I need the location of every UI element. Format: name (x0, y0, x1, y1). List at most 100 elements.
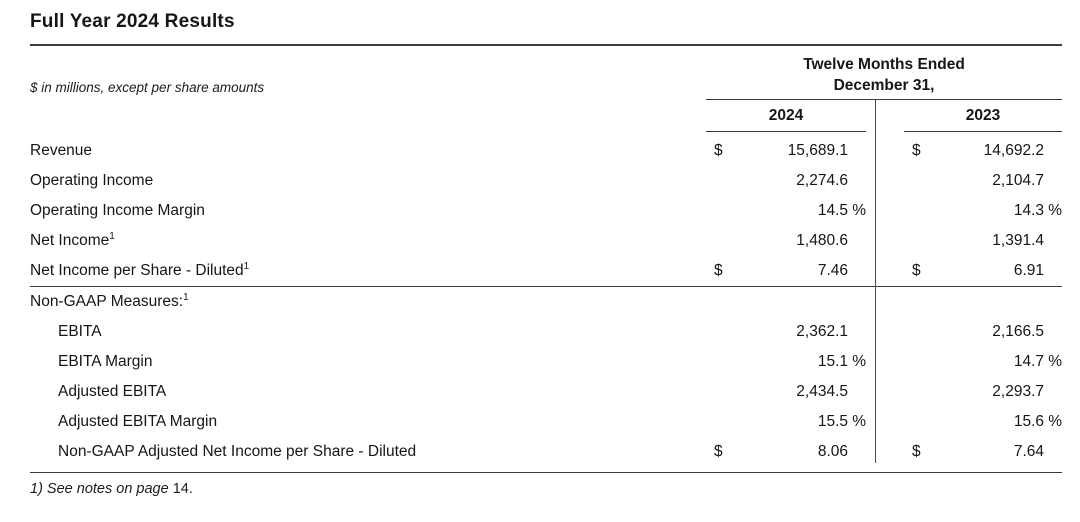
value-2024: $15,689.1 (706, 142, 866, 160)
percent-suffix: % (852, 413, 866, 430)
row-label-text: EBITA (58, 323, 102, 340)
section-label-text: Non-GAAP Measures: (30, 293, 184, 310)
footnote-superscript: 1 (109, 230, 115, 242)
title-divider (30, 44, 1062, 46)
value-number: 15,689.1 (787, 142, 848, 159)
value-number: 2,293.7 (992, 383, 1044, 400)
percent-suffix: % (1048, 413, 1062, 430)
currency-symbol: $ (714, 262, 723, 279)
value-number: 1,480.6 (796, 232, 848, 249)
value-2023: $6.91 (904, 262, 1062, 280)
column-gutter (866, 100, 904, 132)
row-label-text: Adjusted EBITA (58, 383, 167, 400)
row-label: Net Income1 (30, 230, 706, 250)
value-number: 8.06 (817, 443, 848, 460)
value-2023: 2,166.5 (904, 323, 1062, 341)
row-label: Revenue (30, 142, 706, 160)
table-row-ebita: EBITA 2,362.1 2,166.5 (30, 317, 1062, 347)
footnote-text-italic: 1) See notes on page (30, 481, 169, 497)
period-line1: Twelve Months Ended (803, 56, 965, 73)
column-divider-line (875, 100, 876, 463)
value-2024: 2,274.6 (706, 172, 866, 190)
table-row-operating-income-margin: Operating Income Margin 14.5% 14.3% (30, 196, 1062, 226)
value-number: 7.46 (817, 262, 848, 279)
value-2024: 1,480.6 (706, 232, 866, 250)
value-number: 7.64 (1013, 443, 1044, 460)
currency-symbol: $ (912, 262, 921, 279)
percent-suffix: % (1048, 353, 1062, 370)
row-label: Operating Income Margin (30, 202, 706, 220)
value-2023: 1,391.4 (904, 232, 1062, 250)
section-header-non-gaap: Non-GAAP Measures:1 (30, 287, 1062, 317)
currency-symbol: $ (912, 443, 921, 460)
row-label: EBITA (30, 323, 706, 341)
row-label-text: Operating Income Margin (30, 202, 205, 219)
row-label-text: Non-GAAP Adjusted Net Income per Share -… (58, 443, 417, 460)
value-2023: 14.7% (904, 353, 1062, 371)
row-label: EBITA Margin (30, 353, 706, 371)
value-2024: 2,434.5 (706, 383, 866, 401)
value-number: 2,166.5 (992, 323, 1044, 340)
table-row-revenue: Revenue $15,689.1 $14,692.2 (30, 136, 1062, 166)
value-2024: 15.1% (706, 353, 866, 371)
footnote-superscript: 1 (183, 291, 189, 303)
row-label-text: Net Income per Share - Diluted (30, 262, 244, 279)
table-header: $ in millions, except per share amounts … (30, 46, 1062, 100)
column-header-2024: 2024 (706, 100, 866, 132)
footnote-superscript: 1 (243, 260, 250, 272)
row-label: Net Income per Share - Diluted1 (30, 260, 706, 280)
value-number: 14.3 (1013, 202, 1044, 219)
value-2023: $7.64 (904, 443, 1062, 461)
currency-symbol: $ (714, 443, 723, 460)
table-row-non-gaap-adjusted-eps: Non-GAAP Adjusted Net Income per Share -… (30, 437, 1062, 467)
table-row-net-income: Net Income1 1,480.6 1,391.4 (30, 226, 1062, 256)
value-number: 2,274.6 (796, 172, 848, 189)
row-label: Non-GAAP Adjusted Net Income per Share -… (30, 443, 706, 461)
value-number: 2,434.5 (796, 383, 848, 400)
period-line2: December 31, (833, 77, 935, 94)
value-number: 15.1 (817, 353, 848, 370)
value-number: 14.7 (1013, 353, 1044, 370)
value-number: 15.5 (817, 413, 848, 430)
value-2023: 2,293.7 (904, 383, 1062, 401)
table-row-operating-income: Operating Income 2,274.6 2,104.7 (30, 166, 1062, 196)
value-number: 2,104.7 (992, 172, 1044, 189)
label-column-spacer (30, 100, 706, 132)
period-header: Twelve Months Ended December 31, (706, 54, 1062, 100)
section-divider (30, 286, 1062, 287)
section-label: Non-GAAP Measures:1 (30, 291, 1062, 311)
value-number: 1,391.4 (992, 232, 1044, 249)
table-row-adjusted-ebita-margin: Adjusted EBITA Margin 15.5% 15.6% (30, 407, 1062, 437)
currency-symbol: $ (912, 142, 921, 159)
year-columns-row: 2024 2023 (30, 100, 1062, 132)
row-label-text: Operating Income (30, 172, 154, 189)
row-label: Adjusted EBITA (30, 383, 706, 401)
table-row-net-income-per-share: Net Income per Share - Diluted1 $7.46 $6… (30, 256, 1062, 286)
value-2023: 2,104.7 (904, 172, 1062, 190)
value-2024: 2,362.1 (706, 323, 866, 341)
page-title: Full Year 2024 Results (30, 11, 235, 32)
row-label-text: Net Income (30, 232, 110, 249)
value-2024: 15.5% (706, 413, 866, 431)
table-row-ebita-margin: EBITA Margin 15.1% 14.7% (30, 347, 1062, 377)
value-number: 14.5 (817, 202, 848, 219)
footnote: 1) See notes on page 14. (30, 481, 1062, 497)
value-2023: 15.6% (904, 413, 1062, 431)
percent-suffix: % (852, 202, 866, 219)
column-header-2023: 2023 (904, 100, 1062, 132)
value-number: 6.91 (1013, 262, 1044, 279)
value-number: 2,362.1 (796, 323, 848, 340)
row-label-text: Adjusted EBITA Margin (58, 413, 218, 430)
percent-suffix: % (852, 353, 866, 370)
value-number: 14,692.2 (983, 142, 1044, 159)
table-bottom-divider (30, 472, 1062, 473)
units-note: $ in millions, except per share amounts (30, 80, 265, 95)
value-2024: 14.5% (706, 202, 866, 220)
value-2024: $7.46 (706, 262, 866, 280)
value-number: 15.6 (1013, 413, 1044, 430)
footnote-page-number: 14. (172, 481, 193, 497)
row-label: Operating Income (30, 172, 706, 190)
row-label-text: EBITA Margin (58, 353, 153, 370)
value-2023: 14.3% (904, 202, 1062, 220)
